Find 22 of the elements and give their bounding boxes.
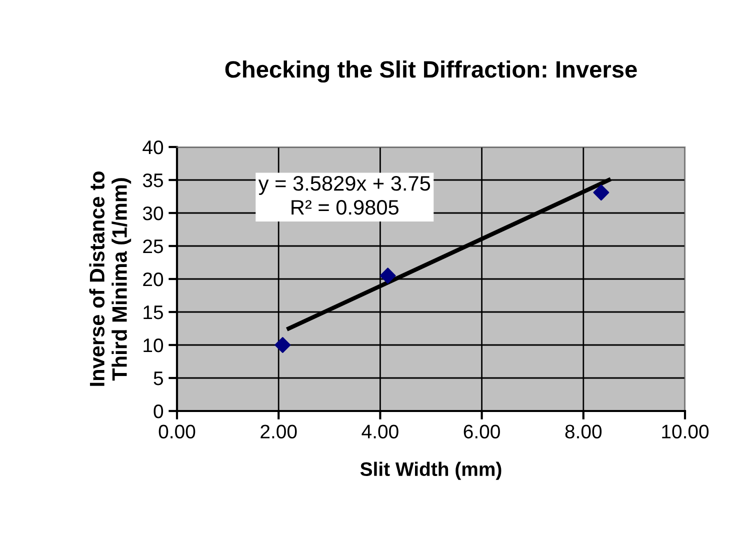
y-tick-label: 10 — [144, 338, 164, 352]
annotation: y = 3.5829x + 3.75 R² = 0.9805 — [258, 176, 430, 215]
y-tick-label: 25 — [143, 239, 163, 254]
y-tick-label: 35 — [142, 173, 163, 188]
point — [593, 184, 610, 201]
y-tick-label: 30 — [142, 206, 164, 220]
point — [380, 268, 396, 284]
x-tick-label: 8.00 — [565, 424, 602, 438]
x-tick-label: 6.00 — [464, 424, 500, 438]
x-axis-title: Slit Width (mm) — [360, 462, 502, 480]
y-tick-label: 40 — [142, 140, 164, 154]
y-tick-label: 20 — [143, 272, 164, 286]
x-tick-label: 4.00 — [362, 424, 398, 438]
y-tick-label: 15 — [144, 306, 163, 320]
y-axis-title: Inverse of Distance to Third Minima (1/mm) — [89, 172, 132, 386]
y-tick-label: 0 — [154, 404, 164, 418]
point — [274, 337, 291, 353]
chart-title: Checking the Slit Diffraction: Inverse — [225, 60, 637, 83]
x-tick-label: 10.00 — [662, 424, 709, 438]
x-tick-label: 0.00 — [158, 424, 196, 438]
x-tick-label: 2.00 — [260, 424, 297, 438]
y-tick-label: 5 — [154, 372, 163, 386]
